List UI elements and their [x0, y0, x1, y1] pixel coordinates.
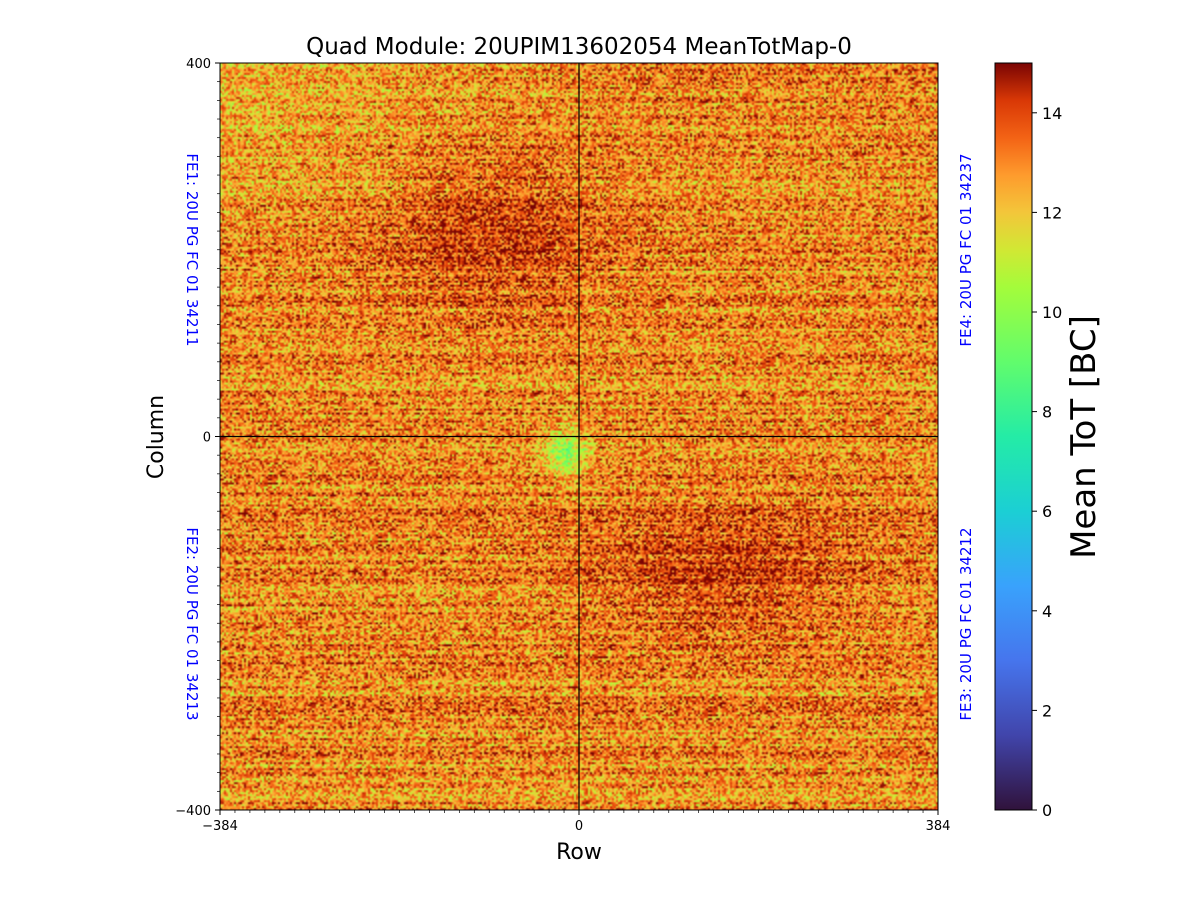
colorbar-tick-label: 4 [1042, 602, 1052, 621]
colorbar-tick-label: 6 [1042, 502, 1052, 521]
colorbar-tick-label: 14 [1042, 104, 1062, 123]
x-tick-label: 384 [926, 819, 951, 834]
fe4-label: FE4: 20U PG FC 01 34237 [957, 153, 975, 346]
colorbar-tick-label: 0 [1042, 801, 1052, 820]
colorbar-tick-label: 8 [1042, 403, 1052, 422]
y-tick-label: 0 [203, 431, 211, 446]
fe1-label: FE1: 20U PG FC 01 34211 [183, 153, 201, 346]
x-tick-label: 0 [575, 819, 583, 834]
fe3-label: FE3: 20U PG FC 01 34212 [957, 527, 975, 720]
colorbar-tick-label: 10 [1042, 303, 1062, 322]
y-axis-label: Column [144, 395, 169, 479]
colorbar-tick-label: 12 [1042, 203, 1062, 222]
colorbar: 0 2 4 6 8 10 12 14 Mean ToT [BC] [994, 62, 1104, 820]
x-tick-label: −384 [202, 819, 238, 834]
x-axis-ticks: −384 0 384 [202, 810, 950, 834]
y-tick-label: 400 [186, 57, 211, 72]
y-axis-ticks: −400 0 400 [175, 57, 220, 819]
heatmap-plot-area [219, 62, 939, 811]
x-axis-label: Row [556, 840, 602, 865]
y-tick-label: −400 [175, 804, 211, 819]
colorbar-tick-label: 2 [1042, 701, 1052, 720]
chart-title: Quad Module: 20UPIM13602054 MeanTotMap-0 [306, 34, 852, 60]
colorbar-label: Mean ToT [BC] [1064, 315, 1104, 559]
colorbar-gradient [994, 62, 1033, 811]
fe2-label: FE2: 20U PG FC 01 34213 [183, 527, 201, 720]
colorbar-ticks: 0 2 4 6 8 10 12 14 [1032, 104, 1062, 820]
